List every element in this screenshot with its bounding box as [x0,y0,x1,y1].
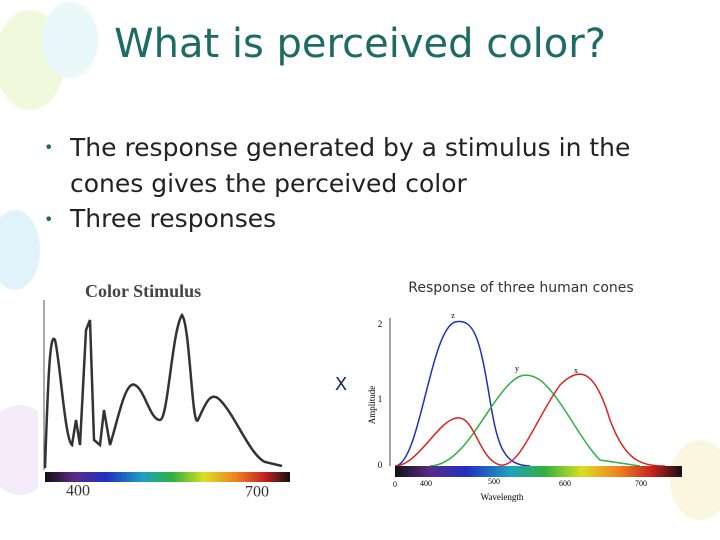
x-tick-label: 600 [559,479,571,488]
cones-figure: Response of three human cones 2 1 0 Ampl… [367,280,682,502]
bullet-marker: • [44,210,53,229]
spectrum-bar [395,466,682,477]
curve-label: z [451,311,455,320]
stimulus-curve [43,312,283,469]
figure-title: Color Stimulus [85,281,201,301]
x-axis-label: Wavelength [481,492,524,502]
x-tick-label: 400 [420,479,432,488]
x-tick-label: 500 [488,477,500,486]
spectrum-bar [45,472,290,482]
curve-label: x [574,366,578,375]
x-tick-label: 700 [635,479,647,488]
bullet-marker: • [44,138,53,157]
y-tick-label: 1 [378,394,383,404]
bullet: The response generated by a stimulus in … [70,133,631,198]
x-label: 400 [66,483,90,500]
curve-label: y [515,364,519,373]
y-tick-label: 2 [378,319,383,329]
figure-caption: Response of three human cones [408,280,633,296]
slide-title: What is perceived color? [114,21,606,67]
bullet-list: • The response generated by a stimulus i… [44,133,631,233]
y-axis-label: Amplitude [367,386,377,425]
stimulus-figure: Color Stimulus 400 700 [38,270,296,510]
y-tick-label: 0 [378,460,383,470]
x-label: 700 [245,484,269,501]
y-curve [429,374,641,467]
bullet-box: The response generated by a stimulus in … [70,133,631,198]
operator: X [335,374,347,395]
bullet: Three responses [69,204,276,233]
z-curve [394,320,531,467]
x-tick-label: 0 [393,480,397,489]
x-curve [394,373,666,467]
